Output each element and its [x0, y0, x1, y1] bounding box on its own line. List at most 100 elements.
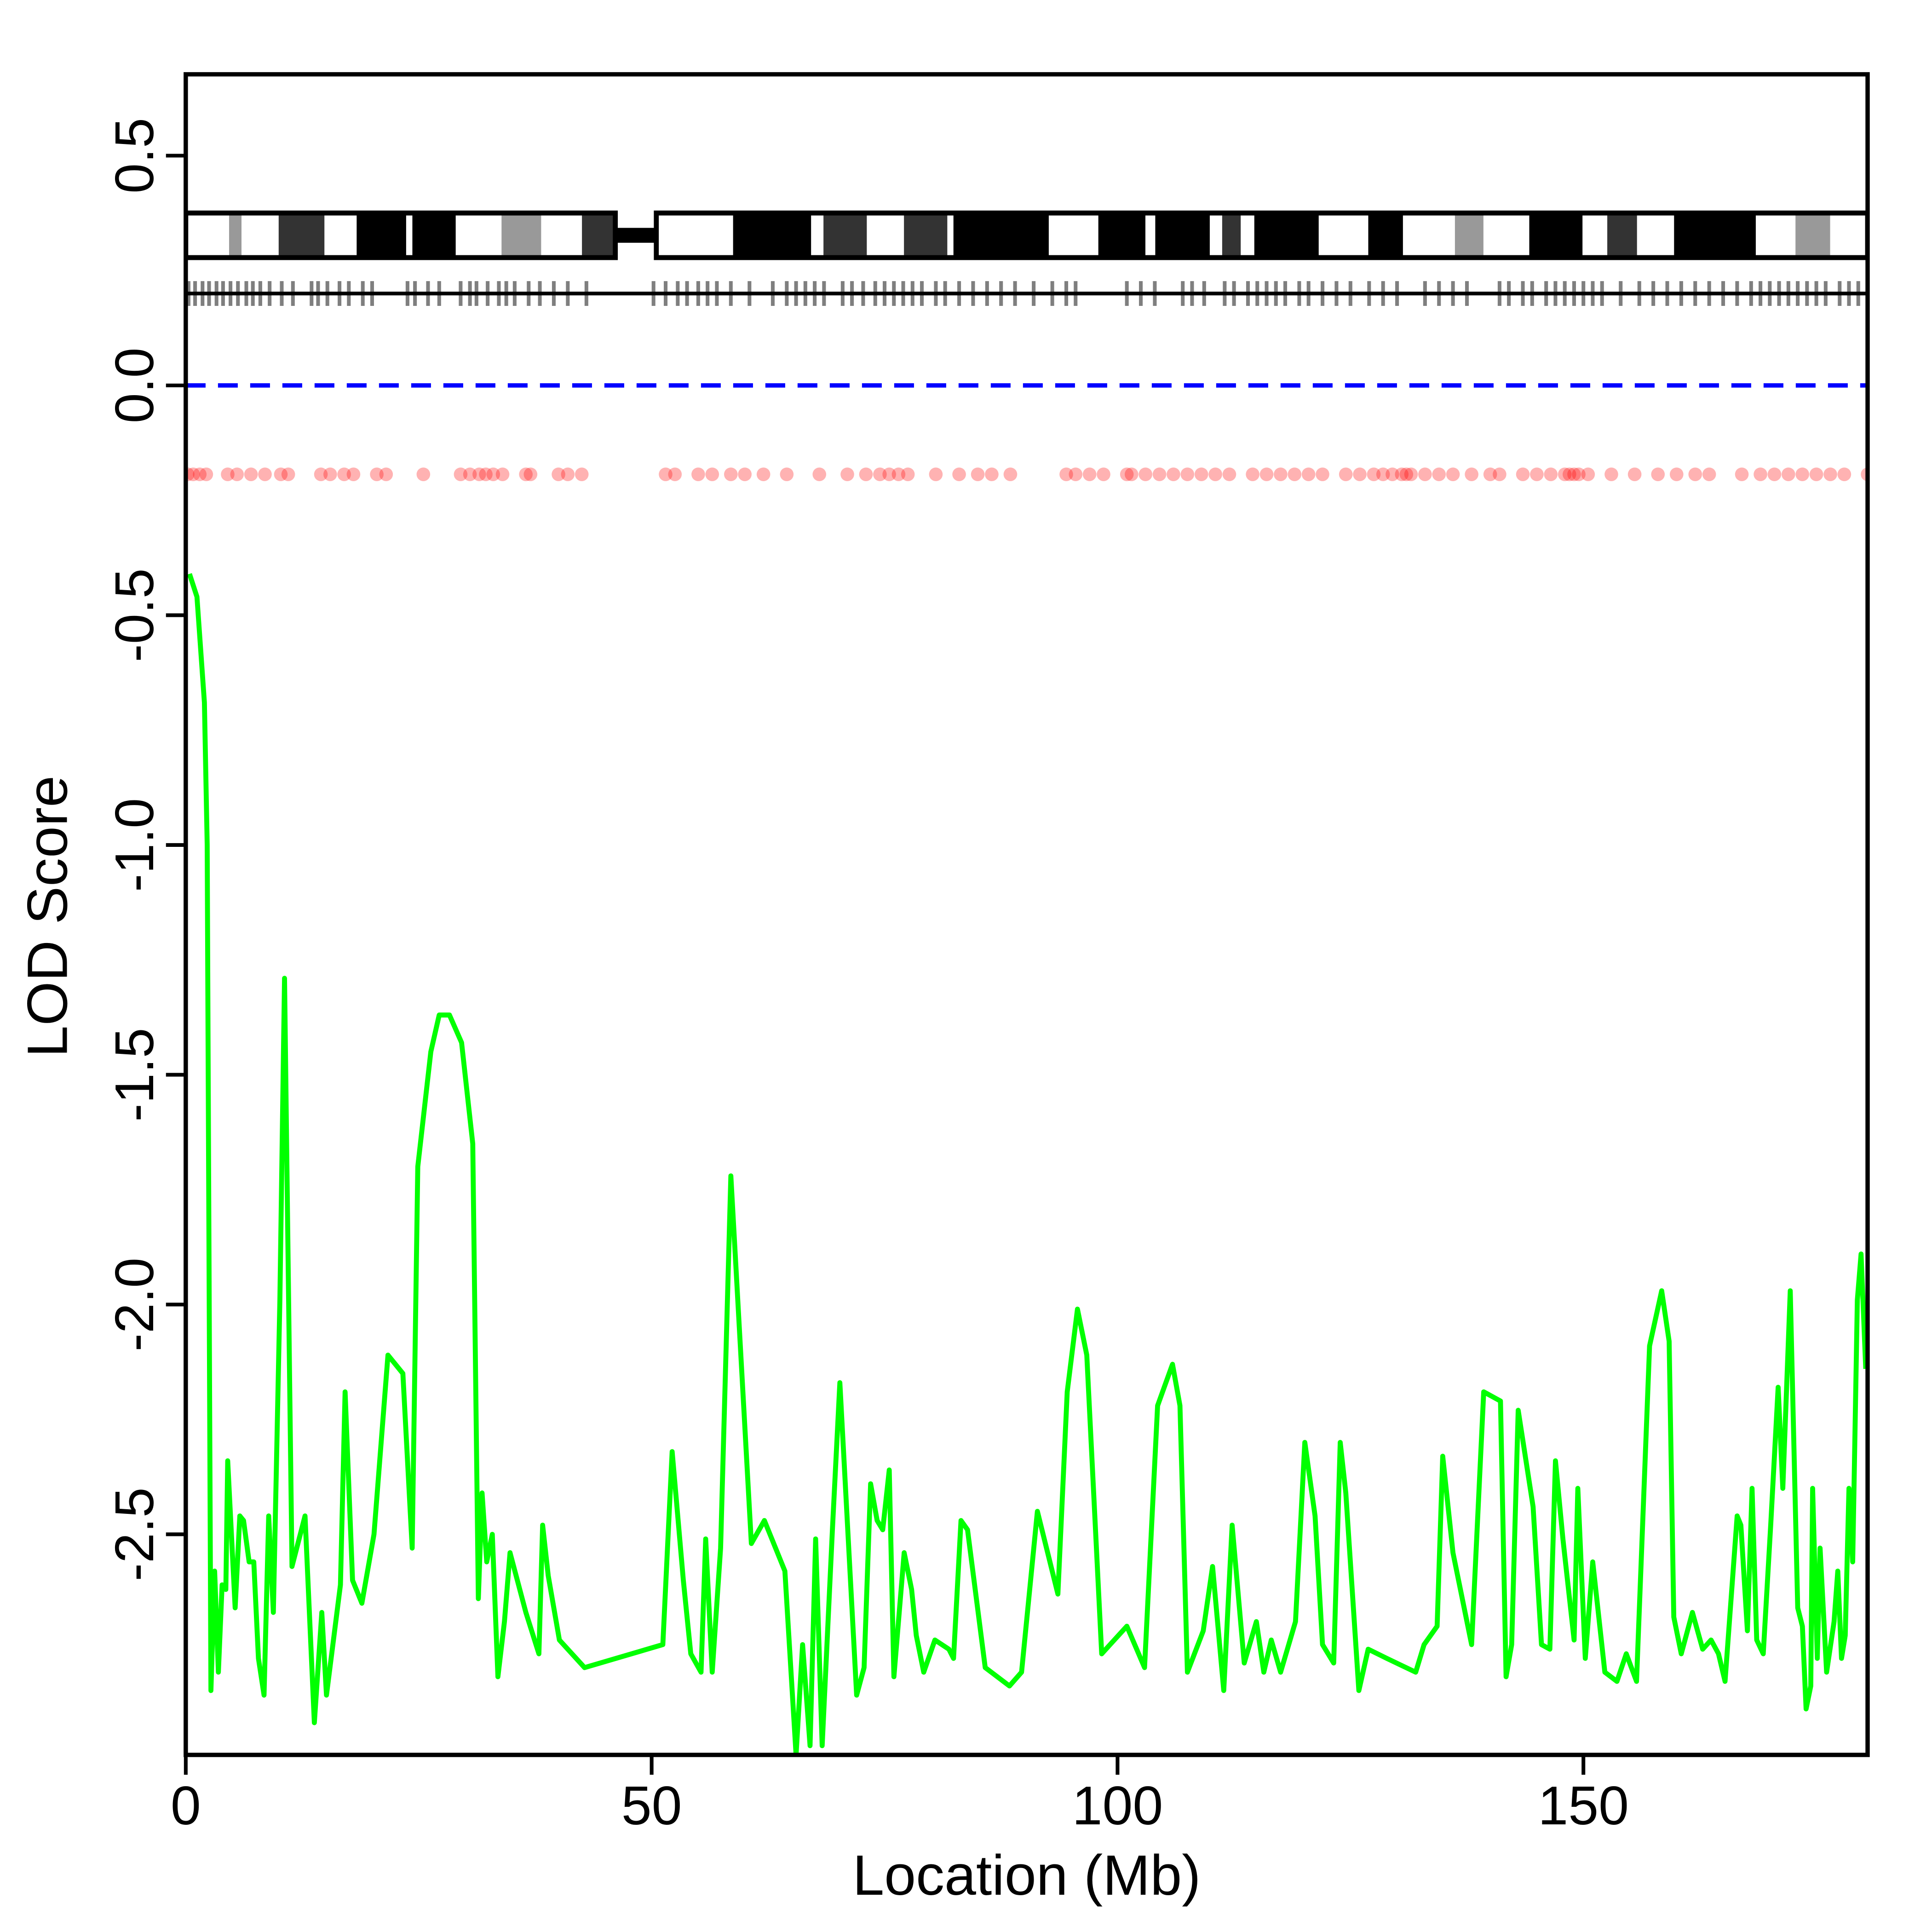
- dot: [454, 467, 468, 481]
- cytoband: [582, 213, 615, 258]
- dot: [230, 467, 244, 481]
- dot: [1274, 467, 1288, 481]
- cytoband: [1455, 213, 1484, 258]
- dot: [1809, 467, 1823, 481]
- dot: [519, 467, 533, 481]
- dot: [1767, 467, 1782, 481]
- dot: [1152, 467, 1167, 481]
- x-tick-label: 150: [1538, 1776, 1629, 1836]
- dot: [1082, 467, 1097, 481]
- dot: [1069, 467, 1083, 481]
- dot: [221, 467, 235, 481]
- dot: [314, 467, 328, 481]
- dot: [668, 467, 682, 481]
- dot: [274, 467, 288, 481]
- y-axis-label: LOD Score: [16, 776, 79, 1057]
- dot: [1124, 467, 1138, 481]
- dot: [840, 467, 854, 481]
- cytoband: [1529, 213, 1583, 258]
- dot: [1120, 467, 1134, 481]
- y-tick-label: -1.5: [104, 1028, 165, 1121]
- dot: [812, 467, 827, 481]
- x-tick-label: 100: [1072, 1776, 1163, 1836]
- y-tick-label: -0.5: [104, 568, 165, 662]
- x-axis-label: Location (Mb): [852, 1844, 1201, 1907]
- dot: [1395, 467, 1409, 481]
- dot: [1097, 467, 1110, 481]
- dot: [1544, 467, 1558, 481]
- dot: [1316, 467, 1329, 481]
- dot: [1367, 467, 1381, 481]
- dot: [346, 467, 361, 481]
- cytoband: [229, 213, 242, 258]
- dot: [1246, 467, 1259, 481]
- cytoband: [733, 213, 811, 258]
- dot: [1754, 467, 1767, 481]
- dot: [873, 467, 887, 481]
- dot: [186, 467, 200, 481]
- dot: [891, 467, 906, 481]
- dot: [1702, 467, 1716, 481]
- dot: [561, 467, 575, 481]
- cytoband: [953, 213, 1049, 258]
- dot: [1180, 467, 1195, 481]
- dot: [738, 467, 752, 481]
- dot: [882, 467, 896, 481]
- dot: [379, 467, 393, 481]
- x-tick-label: 50: [621, 1776, 682, 1836]
- cytoband: [501, 213, 541, 258]
- dot: [705, 467, 719, 481]
- dot: [1563, 467, 1576, 481]
- dot: [691, 467, 705, 481]
- dot: [575, 467, 589, 481]
- dot: [1167, 467, 1180, 481]
- dot: [971, 467, 985, 481]
- dot: [463, 467, 477, 481]
- dot: [199, 467, 213, 481]
- dot: [1386, 467, 1399, 481]
- dot: [1782, 467, 1795, 481]
- dot: [323, 467, 337, 481]
- cytoband: [412, 213, 456, 258]
- dot: [1572, 467, 1586, 481]
- dot: [258, 467, 272, 481]
- dot: [756, 467, 770, 481]
- dot: [486, 467, 500, 481]
- dot: [337, 467, 351, 481]
- dot: [1567, 467, 1581, 481]
- lod-line: [187, 573, 1868, 1755]
- dot: [1651, 467, 1665, 481]
- dot: [244, 467, 258, 481]
- y-tick-label: -2.0: [104, 1258, 165, 1351]
- dot: [1339, 467, 1353, 481]
- dot: [1208, 467, 1222, 481]
- dot: [1823, 467, 1837, 481]
- dot: [495, 467, 510, 481]
- dot: [552, 467, 565, 481]
- dot: [724, 467, 738, 481]
- dot: [1604, 467, 1618, 481]
- chromosome-outline: [654, 210, 1868, 260]
- dot: [1376, 467, 1390, 481]
- plot-frame: [184, 72, 1870, 1757]
- dot: [1003, 467, 1018, 481]
- dot: [1138, 467, 1152, 481]
- dot: [1493, 467, 1506, 481]
- dot: [952, 467, 966, 481]
- cytoband: [1674, 213, 1756, 258]
- dot: [1194, 467, 1208, 481]
- dot: [929, 467, 943, 481]
- dot: [1059, 467, 1073, 481]
- dot: [1399, 467, 1414, 481]
- dot: [281, 467, 295, 481]
- dot: [901, 467, 915, 481]
- cytoband: [278, 213, 325, 258]
- cytoband: [1098, 213, 1145, 258]
- dot: [1627, 467, 1642, 481]
- dot: [1688, 467, 1702, 481]
- cytoband: [356, 213, 406, 258]
- dot: [1516, 467, 1530, 481]
- dot: [416, 467, 431, 481]
